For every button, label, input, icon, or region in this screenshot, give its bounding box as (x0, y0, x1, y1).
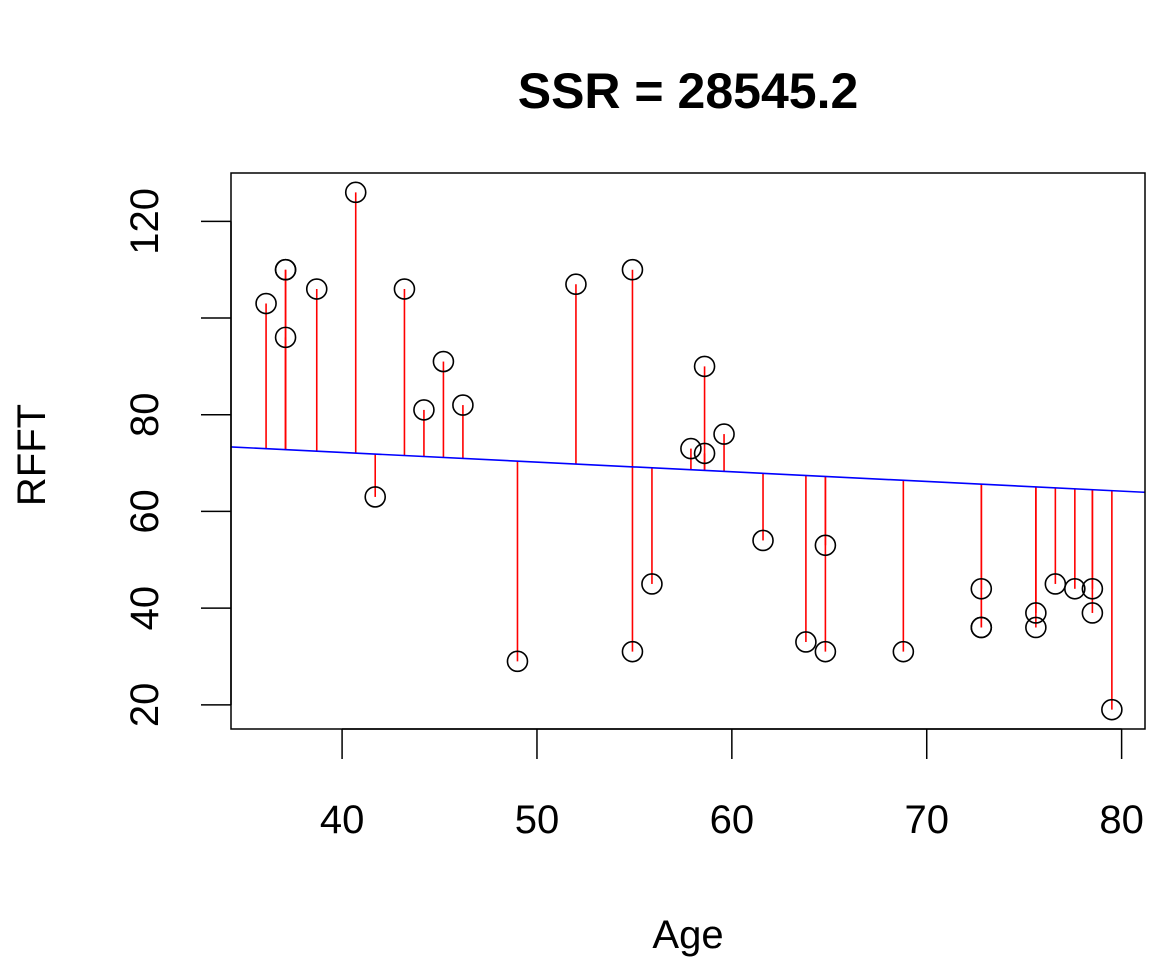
data-point-31 (1064, 577, 1086, 600)
data-point-15 (641, 573, 663, 595)
data-point-2 (274, 258, 297, 281)
x-axis-label: Age (652, 913, 723, 957)
y-axis-label: RFFT (10, 404, 54, 506)
data-point-6 (364, 486, 387, 508)
data-point-21 (795, 631, 817, 653)
data-point-14 (621, 640, 644, 663)
x-tick-label-80: 80 (1099, 798, 1144, 842)
y-axis: 20 40 60 80 120 (123, 188, 232, 728)
data-points (255, 181, 1123, 721)
regression-line (230, 446, 1146, 494)
data-point-10 (452, 394, 474, 416)
data-point-16 (680, 437, 702, 460)
chart-title: SSR = 28545.2 (518, 63, 859, 119)
data-point-25 (970, 577, 993, 600)
data-point-9 (432, 350, 455, 373)
x-axis: 40 50 60 70 80 (320, 728, 1144, 842)
y-tick-label-120: 120 (123, 188, 167, 255)
y-tick-label-40: 40 (123, 586, 167, 631)
data-point-29 (1025, 616, 1047, 639)
data-point-27 (970, 616, 993, 639)
data-point-13 (621, 258, 644, 281)
data-point-8 (413, 399, 435, 421)
y-tick-label-80: 80 (123, 392, 167, 437)
x-tick-label-70: 70 (904, 798, 949, 842)
data-point-5 (344, 181, 367, 204)
y-tick-label-20: 20 (123, 683, 167, 728)
plot-frame (230, 172, 1146, 730)
fit-line-group (230, 446, 1146, 494)
data-point-19 (713, 423, 735, 445)
x-tick-label-50: 50 (515, 798, 560, 842)
data-point-11 (506, 650, 529, 673)
y-tick-label-60: 60 (123, 489, 167, 534)
data-point-22 (814, 534, 837, 557)
data-point-20 (752, 529, 774, 552)
data-point-33 (1081, 602, 1104, 624)
data-point-32 (1081, 577, 1104, 600)
residual-lines (265, 192, 1113, 710)
data-point-34 (1101, 698, 1123, 721)
x-tick-label-40: 40 (320, 798, 365, 842)
data-point-0 (255, 292, 277, 315)
data-point-4 (305, 278, 328, 300)
data-point-23 (814, 640, 837, 663)
x-tick-label-60: 60 (710, 798, 755, 842)
data-point-7 (393, 278, 416, 300)
data-point-17 (693, 355, 716, 378)
data-point-28 (1025, 602, 1047, 624)
data-point-24 (892, 640, 915, 663)
data-point-18 (693, 442, 716, 465)
data-point-3 (274, 326, 297, 349)
data-point-12 (565, 273, 587, 296)
